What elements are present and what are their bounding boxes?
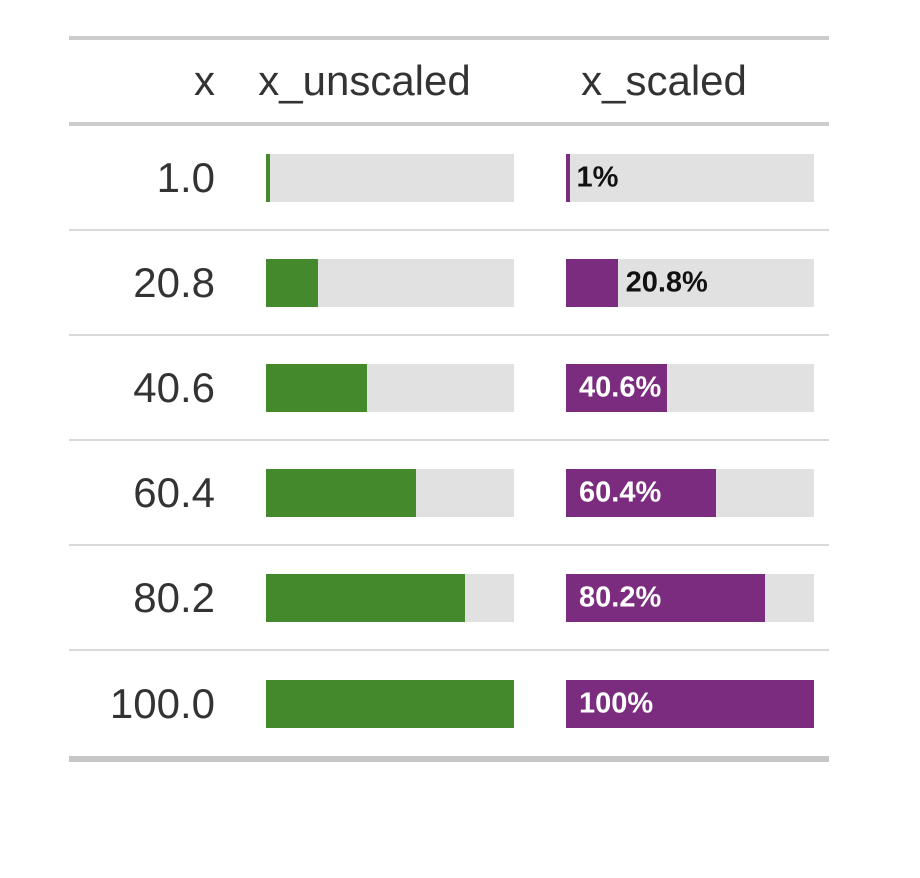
x-value: 80.2	[133, 573, 215, 621]
scaled-bar-track: 100%	[566, 679, 814, 728]
unscaled-bar-cell	[266, 679, 514, 728]
unscaled-bar-track	[266, 573, 514, 622]
scaled-bar-cell: 80.2%	[566, 573, 814, 622]
table-row: 20.8 20.8%	[69, 231, 829, 336]
scaled-bar-fill	[566, 468, 716, 517]
scaled-bar-cell: 20.8%	[566, 258, 814, 307]
unscaled-bar-fill	[266, 573, 465, 622]
unscaled-bar-cell	[266, 468, 514, 517]
x-value: 20.8	[133, 258, 215, 306]
scaled-bar-fill	[566, 153, 570, 202]
unscaled-bar-track	[266, 679, 514, 728]
table-row: 80.2 80.2%	[69, 546, 829, 651]
scaled-bar-track: 60.4%	[566, 468, 814, 517]
scaled-bar-label: 40.6%	[579, 371, 662, 403]
unscaled-bar-fill	[266, 258, 318, 307]
unscaled-bar-cell	[266, 153, 514, 202]
scaled-bar-track: 80.2%	[566, 573, 814, 622]
scaled-bar-track: 1%	[566, 153, 814, 202]
table-row: 40.6 40.6%	[69, 336, 829, 441]
table-body: 1.0 1% 20.8 20.8% 40.6	[69, 126, 829, 756]
scaled-bar-track: 20.8%	[566, 258, 814, 307]
scaled-bar-label: 1%	[576, 161, 619, 193]
scaled-bar-fill	[566, 573, 765, 622]
unscaled-bar-cell	[266, 363, 514, 412]
x-value: 60.4	[133, 468, 215, 516]
unscaled-bar-track	[266, 258, 514, 307]
x-value: 40.6	[133, 363, 215, 411]
column-header-x-scaled: x_scaled	[581, 57, 747, 104]
unscaled-bar-fill	[266, 153, 270, 202]
table-row: 60.4 60.4%	[69, 441, 829, 546]
scaled-bar-label: 60.4%	[579, 476, 662, 508]
column-header-x-unscaled: x_unscaled	[258, 57, 471, 104]
unscaled-bar-track	[266, 363, 514, 412]
scaled-bar-label: 20.8%	[625, 266, 708, 298]
column-header-x: x	[194, 57, 215, 104]
scaled-bar-label: 100%	[579, 687, 654, 719]
unscaled-bar-cell	[266, 258, 514, 307]
scaled-bar-cell: 40.6%	[566, 363, 814, 412]
scaled-bar-fill	[566, 258, 618, 307]
unscaled-bar-track	[266, 468, 514, 517]
x-value: 1.0	[156, 153, 215, 201]
table-row: 100.0 100%	[69, 651, 829, 756]
scaled-bar-cell: 100%	[566, 679, 814, 728]
scaled-bar-cell: 1%	[566, 153, 814, 202]
x-value: 100.0	[109, 679, 215, 727]
scaled-bar-fill	[566, 679, 814, 728]
column-header-row: x x_unscaled x_scaled	[69, 40, 829, 126]
unscaled-bar-cell	[266, 573, 514, 622]
scaled-bar-fill	[566, 363, 667, 412]
gt-table: x x_unscaled x_scaled 1.0 1% 20.8	[69, 36, 829, 762]
unscaled-bar-fill	[266, 468, 416, 517]
unscaled-bar-track	[266, 153, 514, 202]
scaled-bar-cell: 60.4%	[566, 468, 814, 517]
scaled-bar-label: 80.2%	[579, 581, 662, 613]
unscaled-bar-fill	[266, 363, 367, 412]
table-row: 1.0 1%	[69, 126, 829, 231]
scaled-bar-track: 40.6%	[566, 363, 814, 412]
unscaled-bar-fill	[266, 679, 514, 728]
